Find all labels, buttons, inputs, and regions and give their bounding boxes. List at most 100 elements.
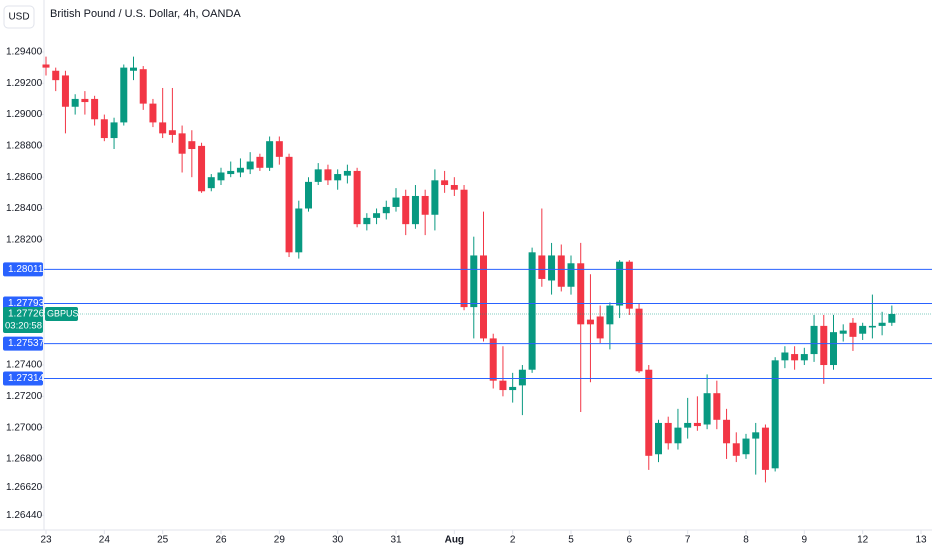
candle-body: [849, 322, 857, 337]
candle-body: [888, 313, 896, 323]
candle-body: [149, 103, 157, 123]
symbol-label: GBPUSD: [47, 308, 86, 318]
candle-body: [314, 169, 322, 182]
x-tick-label: 23: [40, 535, 52, 546]
candle-body: [159, 122, 167, 134]
candle-body: [878, 322, 886, 326]
candle-body: [130, 67, 137, 71]
candle-body: [713, 393, 721, 420]
x-tick-label: 29: [274, 535, 286, 546]
y-tick-label: 1.28200: [6, 234, 43, 245]
candle-body: [343, 170, 351, 176]
candle-body: [100, 119, 108, 139]
candle-body: [480, 255, 487, 339]
y-tick-label: 1.27000: [6, 422, 43, 433]
candle-body: [334, 174, 342, 181]
candle-body: [402, 195, 410, 225]
candle-body: [217, 172, 225, 181]
candle-body: [450, 185, 458, 190]
candle-body: [606, 305, 614, 325]
candle-body: [528, 252, 536, 370]
candle-body: [71, 98, 79, 107]
y-tick-label: 1.28400: [6, 203, 43, 214]
candle-body: [411, 195, 419, 225]
candle-body: [285, 156, 293, 253]
x-tick-label: 26: [215, 535, 227, 546]
level-label-box: [3, 262, 43, 277]
candle-body: [509, 386, 517, 391]
x-tick-label: 30: [332, 535, 344, 546]
x-tick-label: Aug: [445, 535, 464, 546]
candle-body: [392, 197, 400, 207]
candle-body: [586, 319, 594, 325]
candle-body: [421, 195, 429, 215]
y-tick-label: 1.27400: [6, 360, 43, 371]
candle-body: [305, 181, 312, 209]
y-tick-label: 1.26620: [6, 482, 43, 493]
y-tick-label: 1.29400: [6, 47, 43, 58]
candle-body: [548, 255, 556, 281]
candle-body: [266, 141, 274, 168]
candle-body: [664, 422, 672, 444]
y-tick-label: 1.26440: [6, 510, 43, 521]
current-price-box: [3, 306, 43, 333]
candle-body: [577, 263, 585, 325]
candle-body: [674, 427, 682, 444]
candle-body: [538, 255, 546, 279]
candle-body: [596, 316, 604, 339]
level-label: 1.27314: [8, 373, 45, 384]
y-tick-label: 1.28600: [6, 172, 43, 183]
candle-body: [120, 67, 128, 123]
level-label: 1.27537: [8, 338, 45, 349]
candle-body: [246, 161, 254, 170]
x-tick-label: 25: [157, 535, 169, 546]
candle-body: [42, 64, 50, 68]
candle-body: [441, 180, 449, 186]
candle-body: [295, 208, 303, 253]
candle-body: [684, 422, 692, 428]
candle-body: [645, 369, 653, 456]
candle-body: [207, 177, 215, 189]
level-label-box: [3, 371, 43, 386]
candle-body: [625, 261, 633, 309]
y-tick-label: 1.26800: [6, 454, 43, 465]
x-tick-label: 12: [857, 535, 869, 546]
countdown-label: 03:20:58: [5, 321, 42, 332]
candle-body: [830, 332, 837, 366]
candle-body: [460, 189, 468, 308]
candle-body: [188, 141, 196, 150]
candle-body: [771, 360, 779, 469]
y-tick-label: 1.29200: [6, 78, 43, 89]
symbol-box: [45, 306, 78, 321]
candle-body: [363, 217, 371, 225]
candle-body: [781, 352, 789, 361]
candle-body: [91, 98, 99, 120]
candle-body: [761, 427, 769, 470]
candle-body: [820, 325, 828, 366]
y-tick-label: 1.28800: [6, 141, 43, 152]
candle-body: [810, 325, 818, 355]
candle-body: [693, 422, 701, 427]
candle-body: [723, 419, 731, 444]
x-tick-label: 9: [802, 535, 808, 546]
candle-body: [470, 255, 478, 308]
candle-body: [373, 213, 381, 218]
currency-button-label[interactable]: USD: [8, 12, 29, 23]
candle-body: [178, 133, 186, 154]
candle-body: [382, 206, 390, 214]
candle-body: [256, 156, 264, 168]
level-label: 1.28011: [8, 264, 44, 275]
candle-body: [655, 422, 662, 455]
x-tick-label: 13: [915, 535, 927, 546]
level-label: 1.27793: [8, 298, 45, 309]
candle-body: [431, 180, 439, 215]
candle-body: [227, 170, 235, 175]
x-tick-label: 24: [99, 535, 111, 546]
candle-body: [742, 438, 750, 455]
chart-title: British Pound / U.S. Dollar, 4h, OANDA: [50, 8, 241, 20]
candle-body: [518, 369, 526, 386]
candle-body: [800, 354, 808, 361]
currency-button[interactable]: [3, 5, 35, 29]
candle-body: [839, 330, 847, 334]
